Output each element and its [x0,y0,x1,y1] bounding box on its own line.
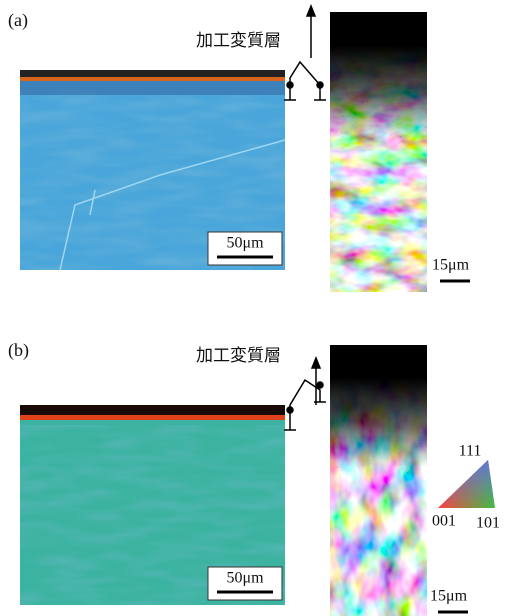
scale-label: 15μm [430,588,468,605]
panel-label: (b) [8,340,29,361]
ebsd-map [330,345,427,616]
bracket [284,358,326,430]
ebsd-map [330,12,427,292]
legend-label: 101 [476,515,500,532]
bracket [284,6,326,100]
scale-label: 50μm [226,235,264,252]
panel-label: (a) [8,10,28,31]
annotation: 加工変質層 [196,31,281,51]
annotation: 加工変質層 [196,346,281,366]
figure: (a) 50μm 加工変質層 15μm (b) 50μm 加工変質層 [0,0,513,616]
scale-label: 50μm [226,570,264,587]
legend-label: 111 [459,443,482,460]
scale-label: 15μm [432,257,470,274]
legend-label: 001 [432,513,456,530]
ipf-legend [438,460,495,508]
